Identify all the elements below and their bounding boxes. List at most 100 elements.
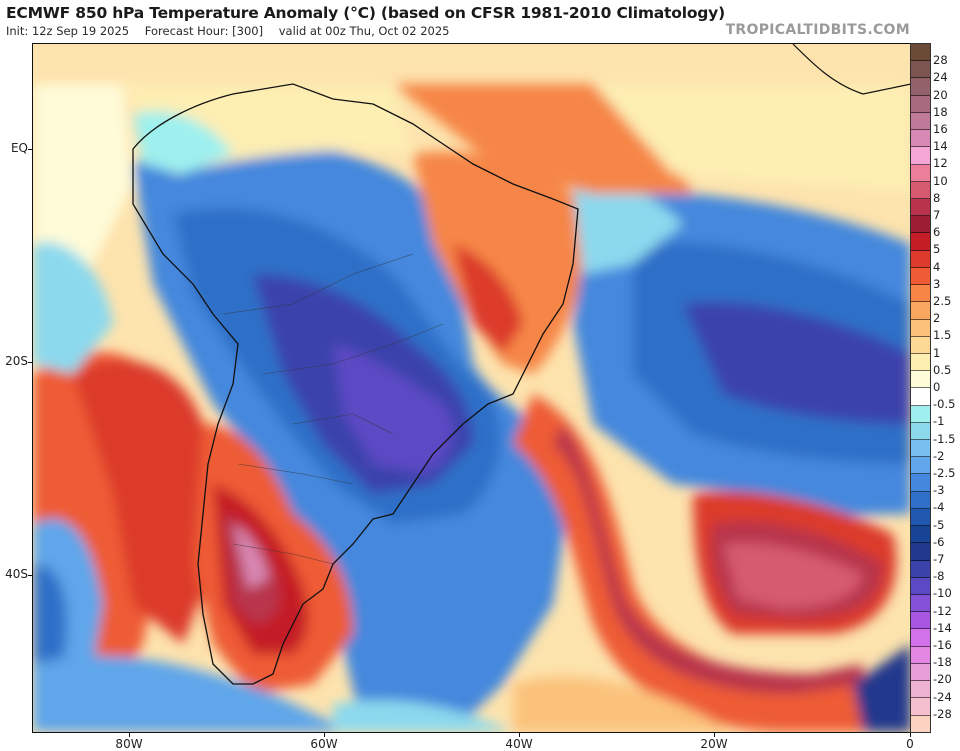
colorbar-cell — [911, 508, 930, 527]
colorbar-cell — [911, 61, 930, 79]
colorbar-label: -6 — [933, 534, 945, 549]
colorbar-cell — [911, 526, 930, 544]
colorbar-label: 5 — [933, 242, 941, 257]
colorbar-label: 0.5 — [933, 362, 952, 377]
colorbar-cell — [911, 78, 930, 96]
colorbar-label: 4 — [933, 259, 941, 274]
colorbar-cell — [911, 302, 930, 320]
colorbar-label: 1 — [933, 345, 941, 360]
colorbar-cell — [911, 112, 930, 131]
colorbar-cell — [911, 491, 930, 509]
colorbar-cell — [911, 629, 930, 647]
colorbar-cell — [911, 474, 930, 492]
forecast-hour: Forecast Hour: [300] — [144, 24, 264, 38]
colorbar-label: -2 — [933, 448, 945, 463]
colorbar-label: 3 — [933, 276, 941, 291]
colorbar-label: 6 — [933, 225, 941, 240]
colorbar-label: -2.5 — [933, 466, 956, 480]
colorbar-cell — [911, 95, 930, 113]
colorbar-cell — [911, 388, 930, 406]
colorbar-label: -7 — [933, 552, 945, 566]
colorbar-label: -1 — [933, 414, 945, 429]
colorbar-cell — [911, 285, 930, 303]
colorbar-label: 24 — [933, 70, 948, 85]
colorbar-cell — [911, 457, 930, 475]
colorbar-cell — [911, 543, 930, 561]
watermark: TROPICALTIDBITS.COM — [725, 22, 910, 38]
colorbar-label: -28 — [933, 706, 952, 721]
colorbar-cell — [911, 612, 930, 630]
lon-label-20w: 20W — [700, 737, 728, 751]
tick-mark — [714, 732, 715, 737]
lat-label-eq: EQ — [0, 141, 33, 155]
colorbar-label: 7 — [933, 208, 941, 222]
colorbar-cell — [911, 663, 930, 682]
lon-label-0: 0 — [906, 737, 914, 751]
colorbar-label: -14 — [933, 620, 952, 635]
colorbar-label: 2.5 — [933, 294, 952, 308]
colorbar-label: -24 — [933, 689, 952, 704]
colorbar-cell — [911, 353, 930, 372]
lon-label-60w: 60W — [310, 737, 338, 751]
lon-label-40w: 40W — [505, 737, 533, 751]
colorbar-cell — [911, 216, 930, 234]
colorbar-label: 0 — [933, 380, 941, 394]
chart-subtitle: Init: 12z Sep 19 2025 Forecast Hour: [30… — [6, 24, 461, 38]
tick-mark — [129, 732, 130, 737]
colorbar-cell — [911, 405, 930, 423]
colorbar-cell — [911, 440, 930, 458]
colorbar-cell — [911, 595, 930, 613]
colorbar-label: -18 — [933, 655, 952, 670]
colorbar-cell — [911, 164, 930, 182]
colorbar-cell — [911, 250, 930, 268]
colorbar-cell — [911, 681, 930, 699]
colorbar-label: -10 — [933, 586, 952, 601]
lat-label-40s: 40S — [0, 567, 33, 581]
colorbar-cell — [911, 577, 930, 595]
colorbar-label: 2 — [933, 311, 941, 326]
colorbar-label: -8 — [933, 569, 945, 584]
colorbar-cell — [911, 371, 930, 389]
colorbar-cell — [911, 267, 930, 286]
anomaly-map — [32, 43, 912, 733]
colorbar-label: 8 — [933, 190, 941, 205]
colorbar-label: 20 — [933, 87, 948, 102]
colorbar-label: 18 — [933, 104, 948, 119]
colorbar-cell — [911, 336, 930, 354]
colorbar-label: 14 — [933, 139, 948, 154]
colorbar-label: -20 — [933, 672, 952, 687]
colorbar-cell — [911, 147, 930, 165]
colorbar-cell — [911, 646, 930, 664]
colorbar-label: 1.5 — [933, 328, 952, 343]
colorbar-label: 28 — [933, 53, 948, 68]
colorbar-label: -5 — [933, 517, 945, 532]
colorbar-label: -12 — [933, 603, 952, 618]
colorbar-cell — [911, 560, 930, 578]
colorbar-cell — [911, 319, 930, 337]
lon-label-80w: 80W — [115, 737, 143, 751]
colorbar-cell — [911, 715, 930, 732]
colorbar-label: -4 — [933, 500, 945, 515]
colorbar-cell — [911, 198, 930, 217]
tick-mark — [910, 732, 911, 737]
init-time: Init: 12z Sep 19 2025 — [6, 24, 130, 38]
colorbar-label: -3 — [933, 483, 945, 498]
lat-label-20s: 20S — [0, 354, 33, 368]
colorbar-label: -0.5 — [933, 397, 956, 412]
colorbar-label: 10 — [933, 173, 948, 188]
colorbar-cell — [911, 44, 930, 62]
colorbar-cell — [911, 422, 930, 441]
colorbar-cell — [911, 130, 930, 148]
colorbar-cell — [911, 698, 930, 716]
valid-time: valid at 00z Thu, Oct 02 2025 — [278, 24, 450, 38]
colorbar-label: -16 — [933, 638, 952, 652]
chart-title: ECMWF 850 hPa Temperature Anomaly (°C) (… — [6, 4, 725, 22]
tick-mark — [519, 732, 520, 737]
colorbar-label: 16 — [933, 122, 948, 136]
colorbar-label: 12 — [933, 156, 948, 171]
colorbar-cell — [911, 181, 930, 199]
colorbar-label: -1.5 — [933, 431, 956, 446]
colorbar — [910, 43, 931, 733]
colorbar-cell — [911, 233, 930, 251]
tick-mark — [324, 732, 325, 737]
